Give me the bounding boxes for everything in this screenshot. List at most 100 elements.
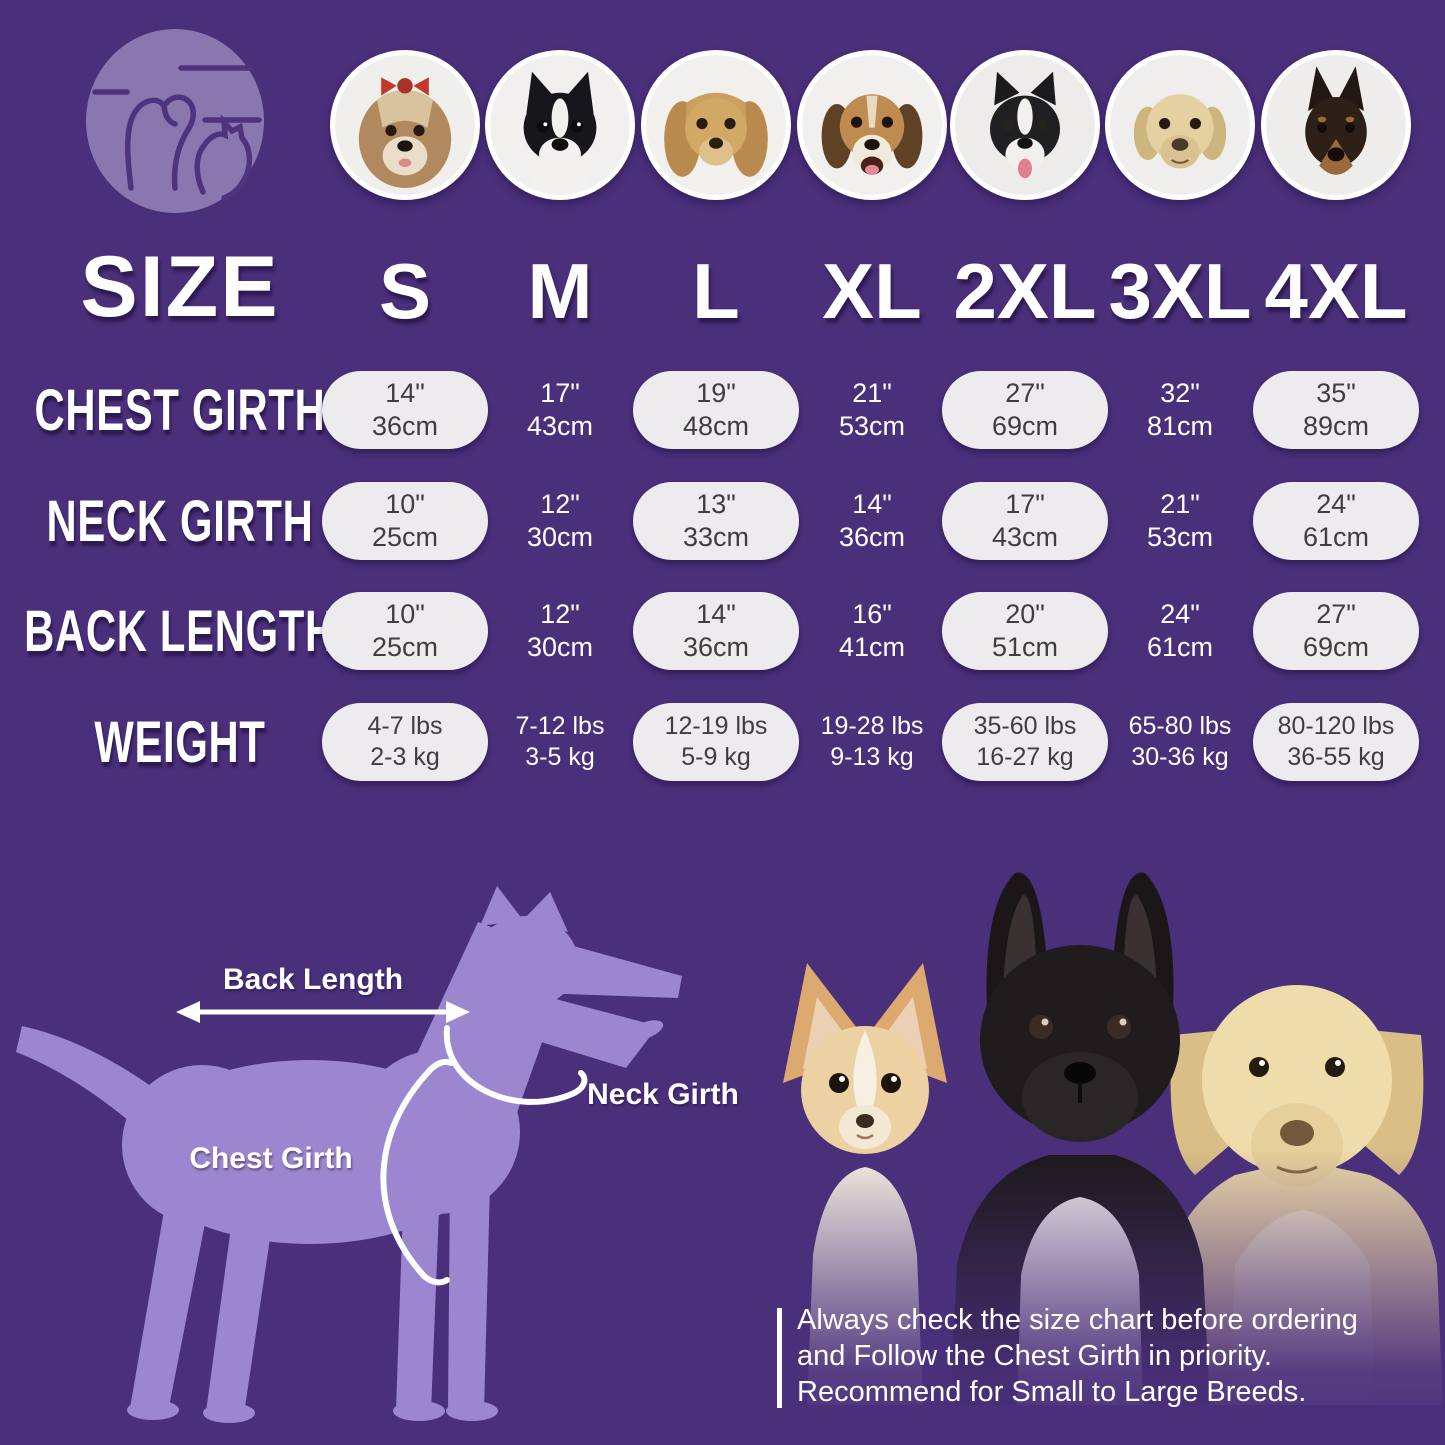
value-cm: 81cm [1146, 411, 1214, 441]
size-cell: 13" 33cm [633, 482, 799, 560]
value-lbs: 80-120 lbs [1277, 712, 1395, 740]
value-cm: 33cm [682, 522, 750, 552]
size-cell: 14" 36cm [789, 482, 955, 560]
labrador-icon [1110, 55, 1250, 195]
size-cell: 16" 41cm [789, 592, 955, 670]
size-cell: 10" 25cm [322, 482, 488, 560]
value-in: 10" [385, 489, 425, 519]
value-cm: 48cm [682, 411, 750, 441]
value-in: 13" [696, 489, 736, 519]
measurement-diagram: Back Length Neck Girth Chest Girth [10, 880, 760, 1440]
value-in: 21" [1160, 489, 1200, 519]
value-cm: 25cm [371, 632, 439, 662]
note-line: and Follow the Chest Girth in priority. [797, 1340, 1272, 1372]
size-cell: 7-12 lbs 3-5 kg [477, 703, 643, 781]
arrowhead-left-icon [176, 1001, 200, 1023]
value-in: 19" [696, 378, 736, 408]
note-divider-bar [777, 1308, 782, 1408]
value-in: 17" [540, 378, 580, 408]
value-cm: 30cm [526, 632, 594, 662]
size-cell: 14" 36cm [322, 371, 488, 449]
size-col-s: S [378, 247, 432, 335]
sizing-note: Always check the size chart before order… [797, 1302, 1445, 1410]
value-cm: 53cm [838, 411, 906, 441]
chest-girth-curve [380, 1067, 433, 1279]
size-cell: 24" 61cm [1097, 592, 1263, 670]
value-in: 17" [1005, 489, 1045, 519]
value-kg: 3-5 kg [525, 743, 595, 771]
neck-girth-curve [443, 1025, 588, 1105]
value-cm: 61cm [1302, 522, 1370, 552]
value-lbs: 19-28 lbs [820, 712, 924, 740]
size-cell: 35" 89cm [1253, 371, 1419, 449]
breed-photo-shih-tzu [330, 50, 480, 200]
beagle-icon [802, 55, 942, 195]
value-in: 27" [1005, 378, 1045, 408]
size-col-l: L [692, 247, 740, 335]
value-cm: 89cm [1302, 411, 1370, 441]
three-dogs-icon [783, 872, 1443, 1405]
row-label: CHEST GIRTH [34, 377, 326, 443]
photo-fade-overlay [725, 1150, 1445, 1445]
size-cell: 24" 61cm [1253, 482, 1419, 560]
value-kg: 36-55 kg [1287, 743, 1385, 771]
value-cm: 36cm [371, 411, 439, 441]
size-col-4xl: 4XL [1264, 247, 1408, 335]
boston-terrier-icon [490, 55, 630, 195]
value-cm: 41cm [838, 632, 906, 662]
chest-girth-label: Chest Girth [189, 1142, 353, 1175]
size-cell: 27" 69cm [942, 371, 1108, 449]
size-cell: 32" 81cm [1097, 371, 1263, 449]
size-cell: 14" 36cm [633, 592, 799, 670]
value-in: 14" [696, 599, 736, 629]
row-label: WEIGHT [94, 709, 266, 775]
value-cm: 43cm [526, 411, 594, 441]
value-in: 20" [1005, 599, 1045, 629]
size-cell: 4-7 lbs 2-3 kg [322, 703, 488, 781]
table-row-back-length: BACK LENGTH 10" 25cm 12" 30cm 14" 36cm 16" 4… [0, 592, 1445, 670]
value-cm: 61cm [1146, 632, 1214, 662]
back-length-label: Back Length [222, 963, 404, 996]
value-cm: 36cm [838, 522, 906, 552]
size-col-xl: XL [822, 247, 922, 335]
brand-logo [85, 28, 265, 214]
note-line: Always check the size chart before order… [797, 1304, 1358, 1336]
value-in: 12" [540, 599, 580, 629]
size-cell: 80-120 lbs 36-55 kg [1253, 703, 1419, 781]
dog-silhouette-icon [16, 886, 682, 1423]
neck-girth-label: Neck Girth [587, 1078, 739, 1111]
size-cell: 21" 53cm [789, 371, 955, 449]
size-cell: 21" 53cm [1097, 482, 1263, 560]
size-cell: 19" 48cm [633, 371, 799, 449]
size-cell: 19-28 lbs 9-13 kg [789, 703, 955, 781]
dogs-photo-group [725, 845, 1445, 1405]
value-kg: 30-36 kg [1131, 743, 1229, 771]
value-cm: 69cm [991, 411, 1059, 441]
value-cm: 69cm [1302, 632, 1370, 662]
size-cell: 27" 69cm [1253, 592, 1419, 670]
cocker-spaniel-icon [646, 55, 786, 195]
value-in: 35" [1316, 378, 1356, 408]
value-kg: 2-3 kg [370, 743, 440, 771]
table-row-neck-girth: NECK GIRTH 10" 25cm 12" 30cm 13" 33cm 14" 36… [0, 482, 1445, 560]
size-col-3xl: 3XL [1108, 247, 1252, 335]
value-in: 14" [852, 489, 892, 519]
value-in: 14" [385, 378, 425, 408]
shih-tzu-icon [335, 55, 475, 195]
value-lbs: 12-19 lbs [664, 712, 768, 740]
breed-photo-boston-terrier [485, 50, 635, 200]
size-cell: 17" 43cm [942, 482, 1108, 560]
value-kg: 16-27 kg [976, 743, 1074, 771]
doberman-icon [1266, 55, 1406, 195]
size-col-2xl: 2XL [953, 247, 1097, 335]
value-lbs: 4-7 lbs [367, 712, 443, 740]
size-cell: 65-80 lbs 30-36 kg [1097, 703, 1263, 781]
breed-photo-border-collie [950, 50, 1100, 200]
value-kg: 9-13 kg [830, 743, 914, 771]
value-cm: 30cm [526, 522, 594, 552]
row-label: BACK LENGTH [24, 598, 336, 664]
value-in: 12" [540, 489, 580, 519]
size-header: SIZE [80, 239, 280, 335]
value-lbs: 65-80 lbs [1128, 712, 1232, 740]
